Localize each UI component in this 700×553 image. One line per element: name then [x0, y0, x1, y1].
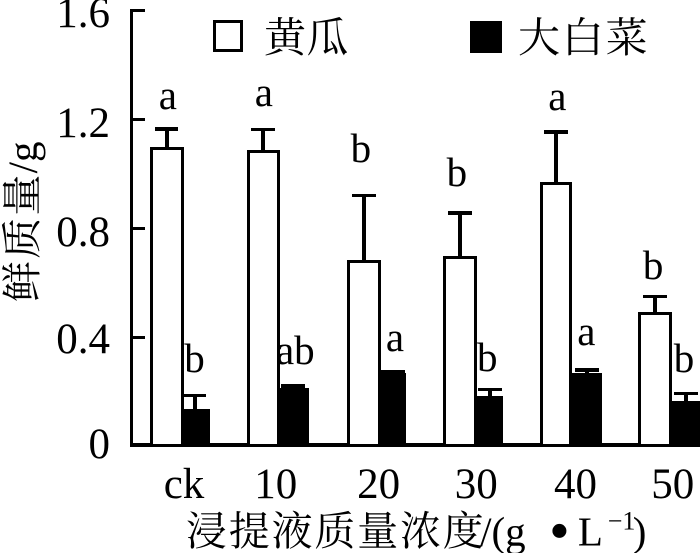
svg-text:/g: /g: [0, 141, 45, 173]
svg-text:): ): [632, 508, 646, 553]
svg-text:/(g: /(g: [480, 508, 526, 553]
svg-text:L: L: [577, 508, 602, 553]
svg-text:−1: −1: [607, 506, 635, 535]
